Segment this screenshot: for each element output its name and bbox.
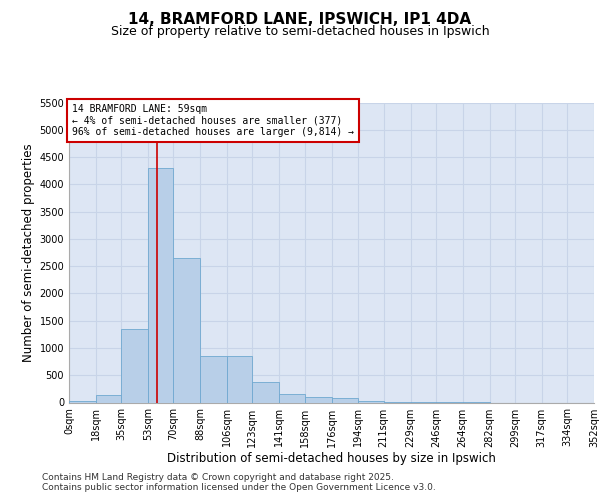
Bar bbox=[96, 396, 121, 402]
Bar bbox=[358, 401, 384, 402]
Bar bbox=[200, 356, 227, 403]
Text: Size of property relative to semi-detached houses in Ipswich: Size of property relative to semi-detach… bbox=[110, 25, 490, 38]
Bar bbox=[227, 356, 253, 403]
Text: Contains public sector information licensed under the Open Government Licence v3: Contains public sector information licen… bbox=[42, 482, 436, 492]
Bar bbox=[173, 258, 200, 402]
Bar bbox=[279, 394, 305, 402]
X-axis label: Distribution of semi-detached houses by size in Ipswich: Distribution of semi-detached houses by … bbox=[167, 452, 496, 466]
Bar bbox=[305, 397, 332, 402]
Text: 14, BRAMFORD LANE, IPSWICH, IP1 4DA: 14, BRAMFORD LANE, IPSWICH, IP1 4DA bbox=[128, 12, 472, 28]
Bar bbox=[148, 168, 173, 402]
Y-axis label: Number of semi-detached properties: Number of semi-detached properties bbox=[22, 143, 35, 362]
Bar bbox=[331, 398, 358, 402]
Bar bbox=[253, 382, 279, 402]
Text: 14 BRAMFORD LANE: 59sqm
← 4% of semi-detached houses are smaller (377)
96% of se: 14 BRAMFORD LANE: 59sqm ← 4% of semi-det… bbox=[72, 104, 354, 137]
Bar bbox=[121, 329, 148, 402]
Text: Contains HM Land Registry data © Crown copyright and database right 2025.: Contains HM Land Registry data © Crown c… bbox=[42, 472, 394, 482]
